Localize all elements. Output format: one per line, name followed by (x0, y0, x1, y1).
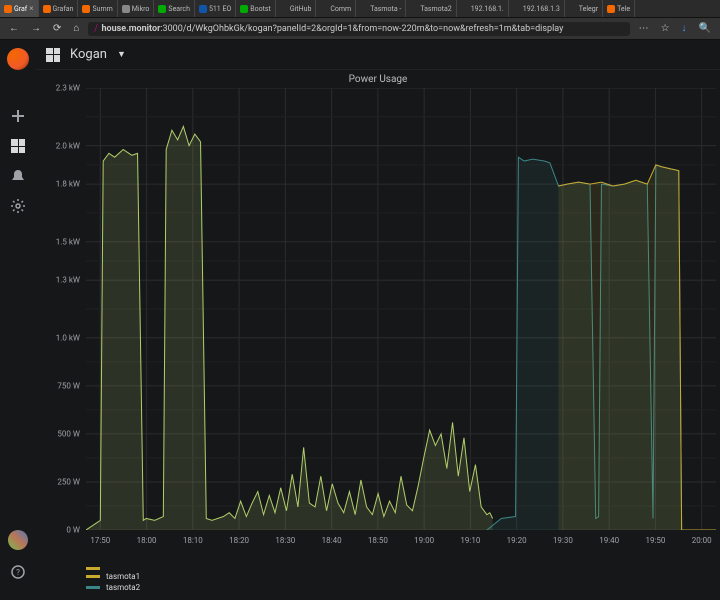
y-tick-label: 1.8 kW (56, 180, 80, 189)
y-tick-label: 500 W (57, 429, 80, 438)
chart-area[interactable] (86, 88, 716, 530)
browser-tab[interactable]: GitHub (276, 0, 317, 17)
x-tick-label: 18:30 (275, 536, 295, 545)
nav-back-button[interactable]: ← (6, 23, 22, 34)
url-path: :3000/d/WkgOhbkGk/kogan?panelId=2&orgId=… (160, 24, 563, 34)
y-tick-label: 1.5 kW (56, 237, 80, 246)
sidebar-help-icon[interactable]: ? (10, 564, 26, 580)
grafana-topbar: Kogan ▼ (36, 40, 720, 70)
y-tick-label: 250 W (57, 477, 80, 486)
sidebar-add-icon[interactable] (10, 108, 26, 124)
x-tick-label: 19:00 (414, 536, 434, 545)
browser-tab[interactable]: Tasmota - (356, 0, 406, 17)
chart-svg (86, 88, 716, 530)
browser-tab[interactable]: Summ (78, 0, 117, 17)
browser-tab[interactable]: Tele (603, 0, 635, 17)
browser-tab[interactable]: Search (154, 0, 195, 17)
lock-icon: ⧸ (94, 24, 97, 34)
x-tick-label: 18:40 (322, 536, 342, 545)
sidebar-alerts-icon[interactable] (10, 168, 26, 184)
nav-download-button[interactable]: ↓ (679, 23, 690, 34)
x-tick-label: 19:40 (599, 536, 619, 545)
grafana-main: Kogan ▼ Power Usage 2.3 kW 2.0 kW 1.8 kW 1.… (36, 40, 720, 600)
x-tick-label: 18:00 (137, 536, 157, 545)
dashboards-icon[interactable] (46, 48, 60, 62)
tab-close-icon[interactable]: × (29, 4, 33, 13)
address-bar[interactable]: ⧸ house.monitor:3000/d/WkgOhbkGk/kogan?p… (88, 22, 629, 36)
x-tick-label: 18:10 (183, 536, 203, 545)
nav-reload-button[interactable]: ⟳ (50, 23, 64, 34)
browser-tab[interactable]: Mikro (118, 0, 155, 17)
browser-tab[interactable]: Graf× (0, 0, 39, 17)
browser-tab[interactable]: Bootst (236, 0, 276, 17)
grafana-app: ? Kogan ▼ Power Usage 2.3 kW 2.0 kW 1.8 kW… (0, 40, 720, 600)
x-tick-label: 19:10 (460, 536, 480, 545)
y-tick-label: 2.3 kW (56, 84, 80, 93)
browser-tab[interactable]: Comm (316, 0, 356, 17)
sidebar-user-avatar[interactable] (8, 530, 28, 550)
x-axis: 17:50 18:00 18:10 18:20 18:30 18:40 18:50 19:00… (86, 534, 716, 548)
y-tick-label: 0 W (66, 526, 80, 535)
grafana-sidebar: ? (0, 40, 36, 600)
dashboard-title[interactable]: Kogan (70, 47, 107, 62)
legend-item[interactable]: tasmota1 (86, 572, 140, 581)
legend-item[interactable]: tasmota2 (86, 583, 140, 592)
chart-legend: tasmota1 tasmota2 (86, 565, 140, 592)
nav-menu-button[interactable]: ⋯ (636, 23, 652, 34)
x-tick-label: 17:50 (90, 536, 110, 545)
x-tick-label: 19:30 (553, 536, 573, 545)
nav-forward-button[interactable]: → (28, 23, 44, 34)
chevron-down-icon[interactable]: ▼ (117, 49, 126, 60)
sidebar-dashboards-icon[interactable] (10, 138, 26, 154)
grafana-logo-icon[interactable] (7, 48, 29, 70)
browser-tab[interactable]: Telegr (565, 0, 603, 17)
x-tick-label: 18:50 (368, 536, 388, 545)
x-tick-label: 19:50 (645, 536, 665, 545)
x-tick-label: 20:00 (692, 536, 712, 545)
browser-tab[interactable]: Tasmota2 (406, 0, 456, 17)
y-tick-label: 750 W (57, 381, 80, 390)
browser-tab[interactable]: 192.168.1. (457, 0, 509, 17)
browser-tab[interactable]: 511 EO (195, 0, 236, 17)
nav-home-button[interactable]: ⌂ (70, 23, 82, 34)
nav-star-button[interactable]: ☆ (658, 23, 673, 34)
x-tick-label: 18:20 (229, 536, 249, 545)
y-tick-label: 2.0 kW (56, 141, 80, 150)
browser-tab[interactable]: 192.168.1.3 (509, 0, 565, 17)
x-tick-label: 19:20 (507, 536, 527, 545)
y-tick-label: 1.0 kW (56, 333, 80, 342)
sidebar-settings-icon[interactable] (10, 198, 26, 214)
chart-panel: Power Usage 2.3 kW 2.0 kW 1.8 kW 1.5 kW 1.3 … (36, 70, 720, 600)
browser-tab[interactable]: Grafan (39, 0, 79, 17)
svg-text:?: ? (16, 568, 20, 577)
y-tick-label: 1.3 kW (56, 276, 80, 285)
browser-tab-strip: Graf×GrafanSummMikroSearch511 EOBootstGi… (0, 0, 720, 18)
panel-title: Power Usage (349, 74, 408, 85)
nav-search-button[interactable]: 🔍 (696, 23, 714, 34)
url-host: house.monitor (102, 24, 161, 34)
y-axis: 2.3 kW2.0 kW1.8 kW1.5 kW1.3 kW1.0 kW750 … (36, 88, 84, 530)
browser-toolbar: ← → ⟳ ⌂ ⧸ house.monitor:3000/d/WkgOhbkGk… (0, 18, 720, 40)
